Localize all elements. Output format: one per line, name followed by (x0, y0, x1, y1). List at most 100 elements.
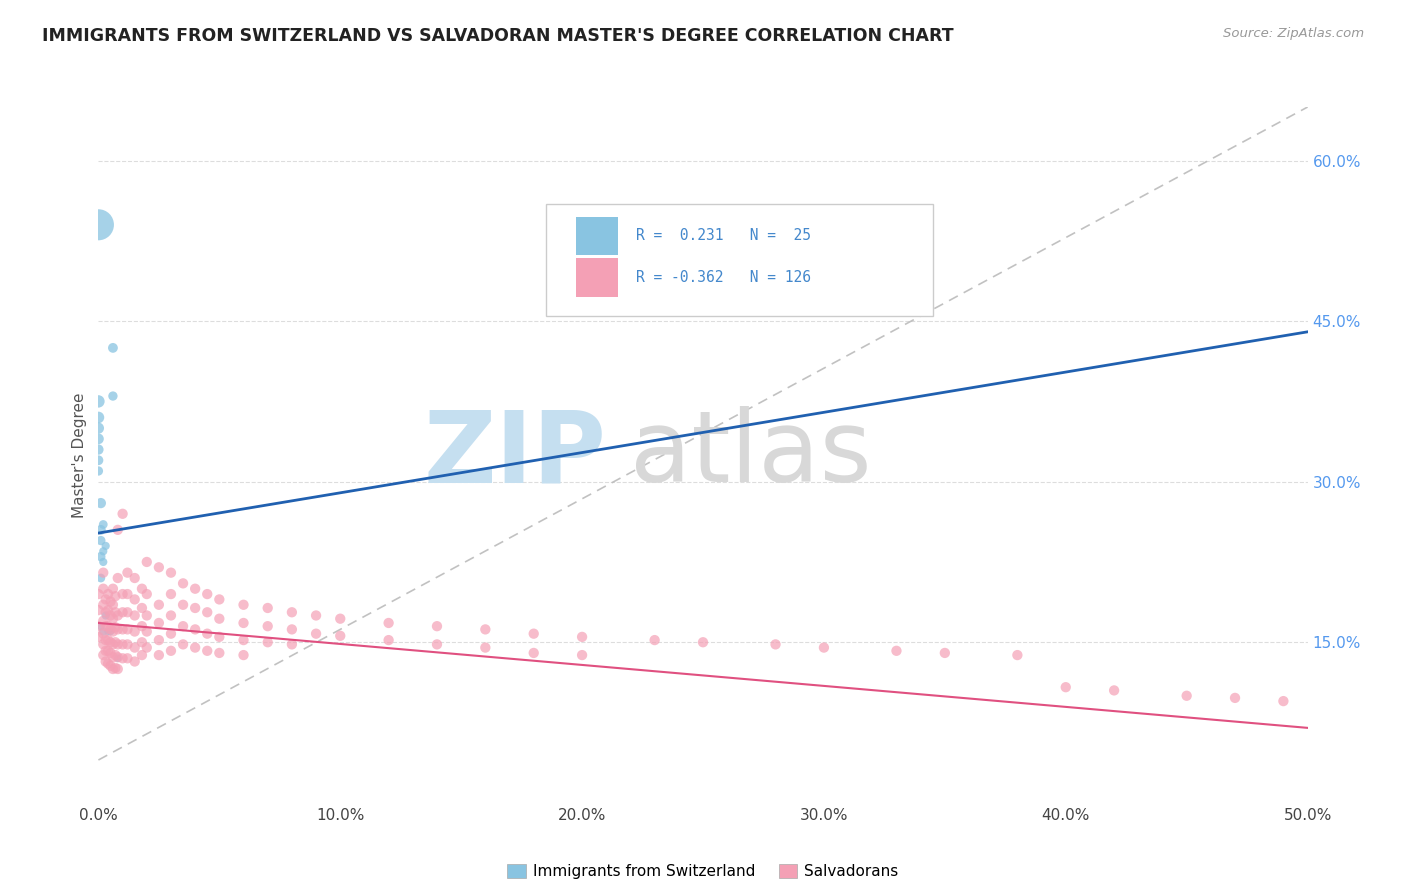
Point (104, 661, 127, 675)
Point (111, 605, 134, 619)
Point (1175, 689, 1198, 703)
Point (107, 650, 129, 665)
Point (232, 648, 254, 662)
Point (97, 619, 120, 633)
Point (91, 566, 114, 580)
Point (160, 587, 183, 601)
Point (426, 619, 449, 633)
Point (184, 601, 207, 615)
Point (124, 655, 146, 669)
Point (87, 410, 110, 425)
Point (107, 662, 129, 676)
Point (117, 587, 139, 601)
Point (101, 637, 124, 651)
Point (571, 630, 593, 644)
Point (208, 612, 231, 626)
Point (135, 608, 157, 623)
Point (160, 644, 183, 658)
Point (148, 615, 170, 630)
Point (329, 612, 352, 626)
Point (94, 619, 117, 633)
Point (100, 624, 122, 639)
Point (101, 598, 124, 612)
Bar (576, 217, 619, 255)
Point (91, 582, 114, 596)
Point (184, 582, 207, 596)
Point (117, 637, 139, 651)
Point (91, 555, 114, 569)
Point (87, 442, 110, 457)
Point (94, 608, 117, 623)
Point (94, 644, 117, 658)
Point (232, 598, 254, 612)
Text: Source: ZipAtlas.com: Source: ZipAtlas.com (1223, 27, 1364, 40)
Point (101, 582, 124, 596)
Point (148, 633, 170, 648)
Point (571, 648, 593, 662)
FancyBboxPatch shape (546, 204, 932, 316)
Point (131, 601, 153, 615)
Point (97, 624, 120, 639)
Point (256, 619, 278, 633)
Point (94, 539, 117, 553)
Point (131, 648, 153, 662)
Point (94, 605, 117, 619)
Point (765, 637, 787, 651)
Point (91, 517, 114, 532)
Point (97, 633, 120, 648)
Point (135, 555, 157, 569)
Point (101, 662, 124, 676)
Point (195, 605, 218, 619)
Point (90, 523, 112, 537)
Point (91, 598, 114, 612)
Point (172, 619, 194, 633)
Point (377, 615, 399, 630)
Point (135, 640, 157, 655)
Point (813, 640, 835, 655)
Text: R =  0.231   N =  25: R = 0.231 N = 25 (637, 228, 811, 244)
Point (100, 594, 122, 608)
Point (117, 623, 139, 637)
Point (107, 637, 129, 651)
Point (100, 658, 122, 673)
Point (91, 624, 114, 639)
Point (377, 633, 399, 648)
Point (90, 549, 112, 564)
Point (160, 608, 183, 623)
Point (100, 646, 122, 660)
Point (232, 633, 254, 648)
Point (111, 651, 134, 665)
Point (1054, 680, 1077, 694)
Point (87, 587, 110, 601)
Point (111, 623, 134, 637)
Point (124, 592, 146, 607)
Point (87, 218, 110, 232)
Point (97, 657, 120, 671)
Point (87, 464, 110, 478)
Point (172, 637, 194, 651)
Point (131, 635, 153, 649)
Point (1007, 648, 1029, 662)
Point (117, 566, 139, 580)
Text: ZIP: ZIP (423, 407, 606, 503)
Point (1223, 690, 1246, 705)
Point (208, 646, 231, 660)
Point (107, 523, 129, 537)
Text: atlas: atlas (630, 407, 872, 503)
Point (160, 626, 183, 640)
Point (644, 633, 666, 648)
Point (160, 566, 183, 580)
Point (91, 626, 114, 640)
Point (101, 612, 124, 626)
Point (329, 629, 352, 643)
Point (172, 576, 194, 591)
Point (131, 582, 153, 596)
Point (87, 630, 110, 644)
Point (426, 637, 449, 651)
Point (256, 635, 278, 649)
Bar (576, 259, 619, 297)
Point (94, 655, 117, 669)
Point (117, 651, 139, 665)
Point (195, 626, 218, 640)
Point (91, 614, 114, 628)
